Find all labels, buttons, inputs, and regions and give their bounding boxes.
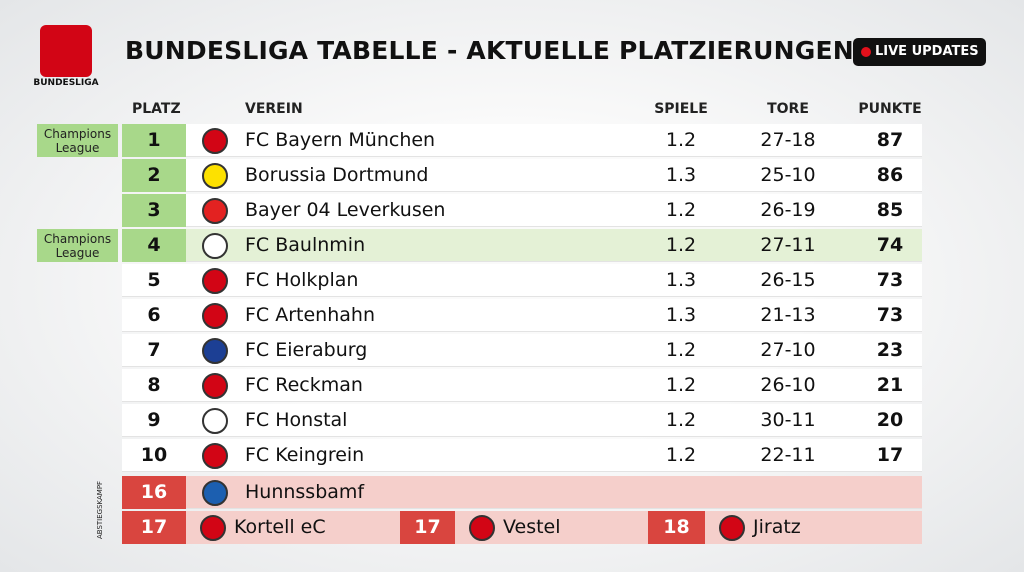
goals: 30-11 <box>760 409 816 431</box>
goals: 26-10 <box>760 374 816 396</box>
club-crest <box>202 198 228 224</box>
club-crest <box>202 338 228 364</box>
zone-label: Champions League <box>37 124 118 157</box>
played: 1.2 <box>665 199 697 221</box>
points: 23 <box>876 339 904 361</box>
goals: 26-15 <box>760 269 816 291</box>
club-crest <box>202 303 228 329</box>
header-club: VEREIN <box>245 101 303 117</box>
table-row <box>122 194 922 227</box>
zone-label: Champions League <box>37 229 118 262</box>
rank: 17 <box>400 511 455 544</box>
club-crest <box>202 443 228 469</box>
played: 1.2 <box>665 339 697 361</box>
club-name: FC Bayern München <box>245 129 436 151</box>
table-row <box>122 334 922 367</box>
table-row <box>122 159 922 192</box>
brand: BUNDESLIGA <box>33 78 99 88</box>
rank: 17 <box>122 511 186 544</box>
rank: 10 <box>140 444 168 466</box>
goals: 22-11 <box>760 444 816 466</box>
points: 74 <box>876 234 904 256</box>
goals: 27-10 <box>760 339 816 361</box>
club-crest <box>202 373 228 399</box>
club-crest <box>202 268 228 294</box>
points: 87 <box>876 129 904 151</box>
played: 1.3 <box>665 304 697 326</box>
played: 1.2 <box>665 444 697 466</box>
played: 1.2 <box>665 234 697 256</box>
club-name: Borussia Dortmund <box>245 164 429 186</box>
table-row <box>122 439 922 472</box>
header-played: SPIELE <box>654 101 708 117</box>
rank: 18 <box>648 511 705 544</box>
rank: 6 <box>147 304 161 326</box>
points: 20 <box>876 409 904 431</box>
club-name: FC Eieraburg <box>245 339 368 361</box>
rank: 3 <box>122 194 186 227</box>
club-crest <box>202 233 228 259</box>
rank: 8 <box>147 374 161 396</box>
club-name: FC Artenhahn <box>245 304 375 326</box>
table-row <box>122 124 922 157</box>
points: 73 <box>876 269 904 291</box>
league-logo <box>40 25 92 77</box>
relegation-row <box>122 476 922 509</box>
goals: 25-10 <box>760 164 816 186</box>
club-name: FC Baulnmin <box>245 234 366 256</box>
played: 1.2 <box>665 129 697 151</box>
club-name: FC Keingrein <box>245 444 365 466</box>
rank: 1 <box>122 124 186 157</box>
goals: 26-19 <box>760 199 816 221</box>
club-crest <box>202 128 228 154</box>
played: 1.2 <box>665 374 697 396</box>
club-name: Vestel <box>503 516 561 538</box>
club-name: Bayer 04 Leverkusen <box>245 199 446 221</box>
table-row <box>122 369 922 402</box>
club-name: Jiratz <box>753 516 801 538</box>
table-row <box>122 404 922 437</box>
rank: 9 <box>147 409 161 431</box>
title: BUNDESLIGA TABELLE - AKTUELLE PLATZIERUN… <box>125 36 854 65</box>
club-name: FC Holkplan <box>245 269 359 291</box>
club-name: FC Honstal <box>245 409 348 431</box>
header-points: PUNKTE <box>858 101 922 117</box>
rank: 5 <box>147 269 161 291</box>
club-crest <box>719 515 745 541</box>
goals: 21-13 <box>760 304 816 326</box>
goals: 27-18 <box>760 129 816 151</box>
club-name: Kortell eC <box>234 516 326 538</box>
played: 1.3 <box>665 269 697 291</box>
played: 1.3 <box>665 164 697 186</box>
club-crest <box>469 515 495 541</box>
club-crest <box>200 515 226 541</box>
goals: 27-11 <box>760 234 816 256</box>
rank: 7 <box>147 339 161 361</box>
points: 85 <box>876 199 904 221</box>
live-badge[interactable]: LIVE UPDATES <box>853 38 986 66</box>
club-crest <box>202 480 228 506</box>
relegation-label: ABSTIEGSKAMPF <box>96 480 104 540</box>
rank: 2 <box>122 159 186 192</box>
points: 73 <box>876 304 904 326</box>
club-name: Hunnssbamf <box>245 481 365 503</box>
table-row <box>122 264 922 297</box>
table-row <box>122 229 922 262</box>
rank: 4 <box>122 229 186 262</box>
rank: 16 <box>122 476 186 509</box>
club-name: FC Reckman <box>245 374 363 396</box>
points: 86 <box>876 164 904 186</box>
played: 1.2 <box>665 409 697 431</box>
points: 17 <box>876 444 904 466</box>
live-dot <box>861 47 871 57</box>
header-rank: PLATZ <box>132 101 181 117</box>
club-crest <box>202 163 228 189</box>
points: 21 <box>876 374 904 396</box>
table-row <box>122 299 922 332</box>
header-goals: TORE <box>767 101 809 117</box>
club-crest <box>202 408 228 434</box>
